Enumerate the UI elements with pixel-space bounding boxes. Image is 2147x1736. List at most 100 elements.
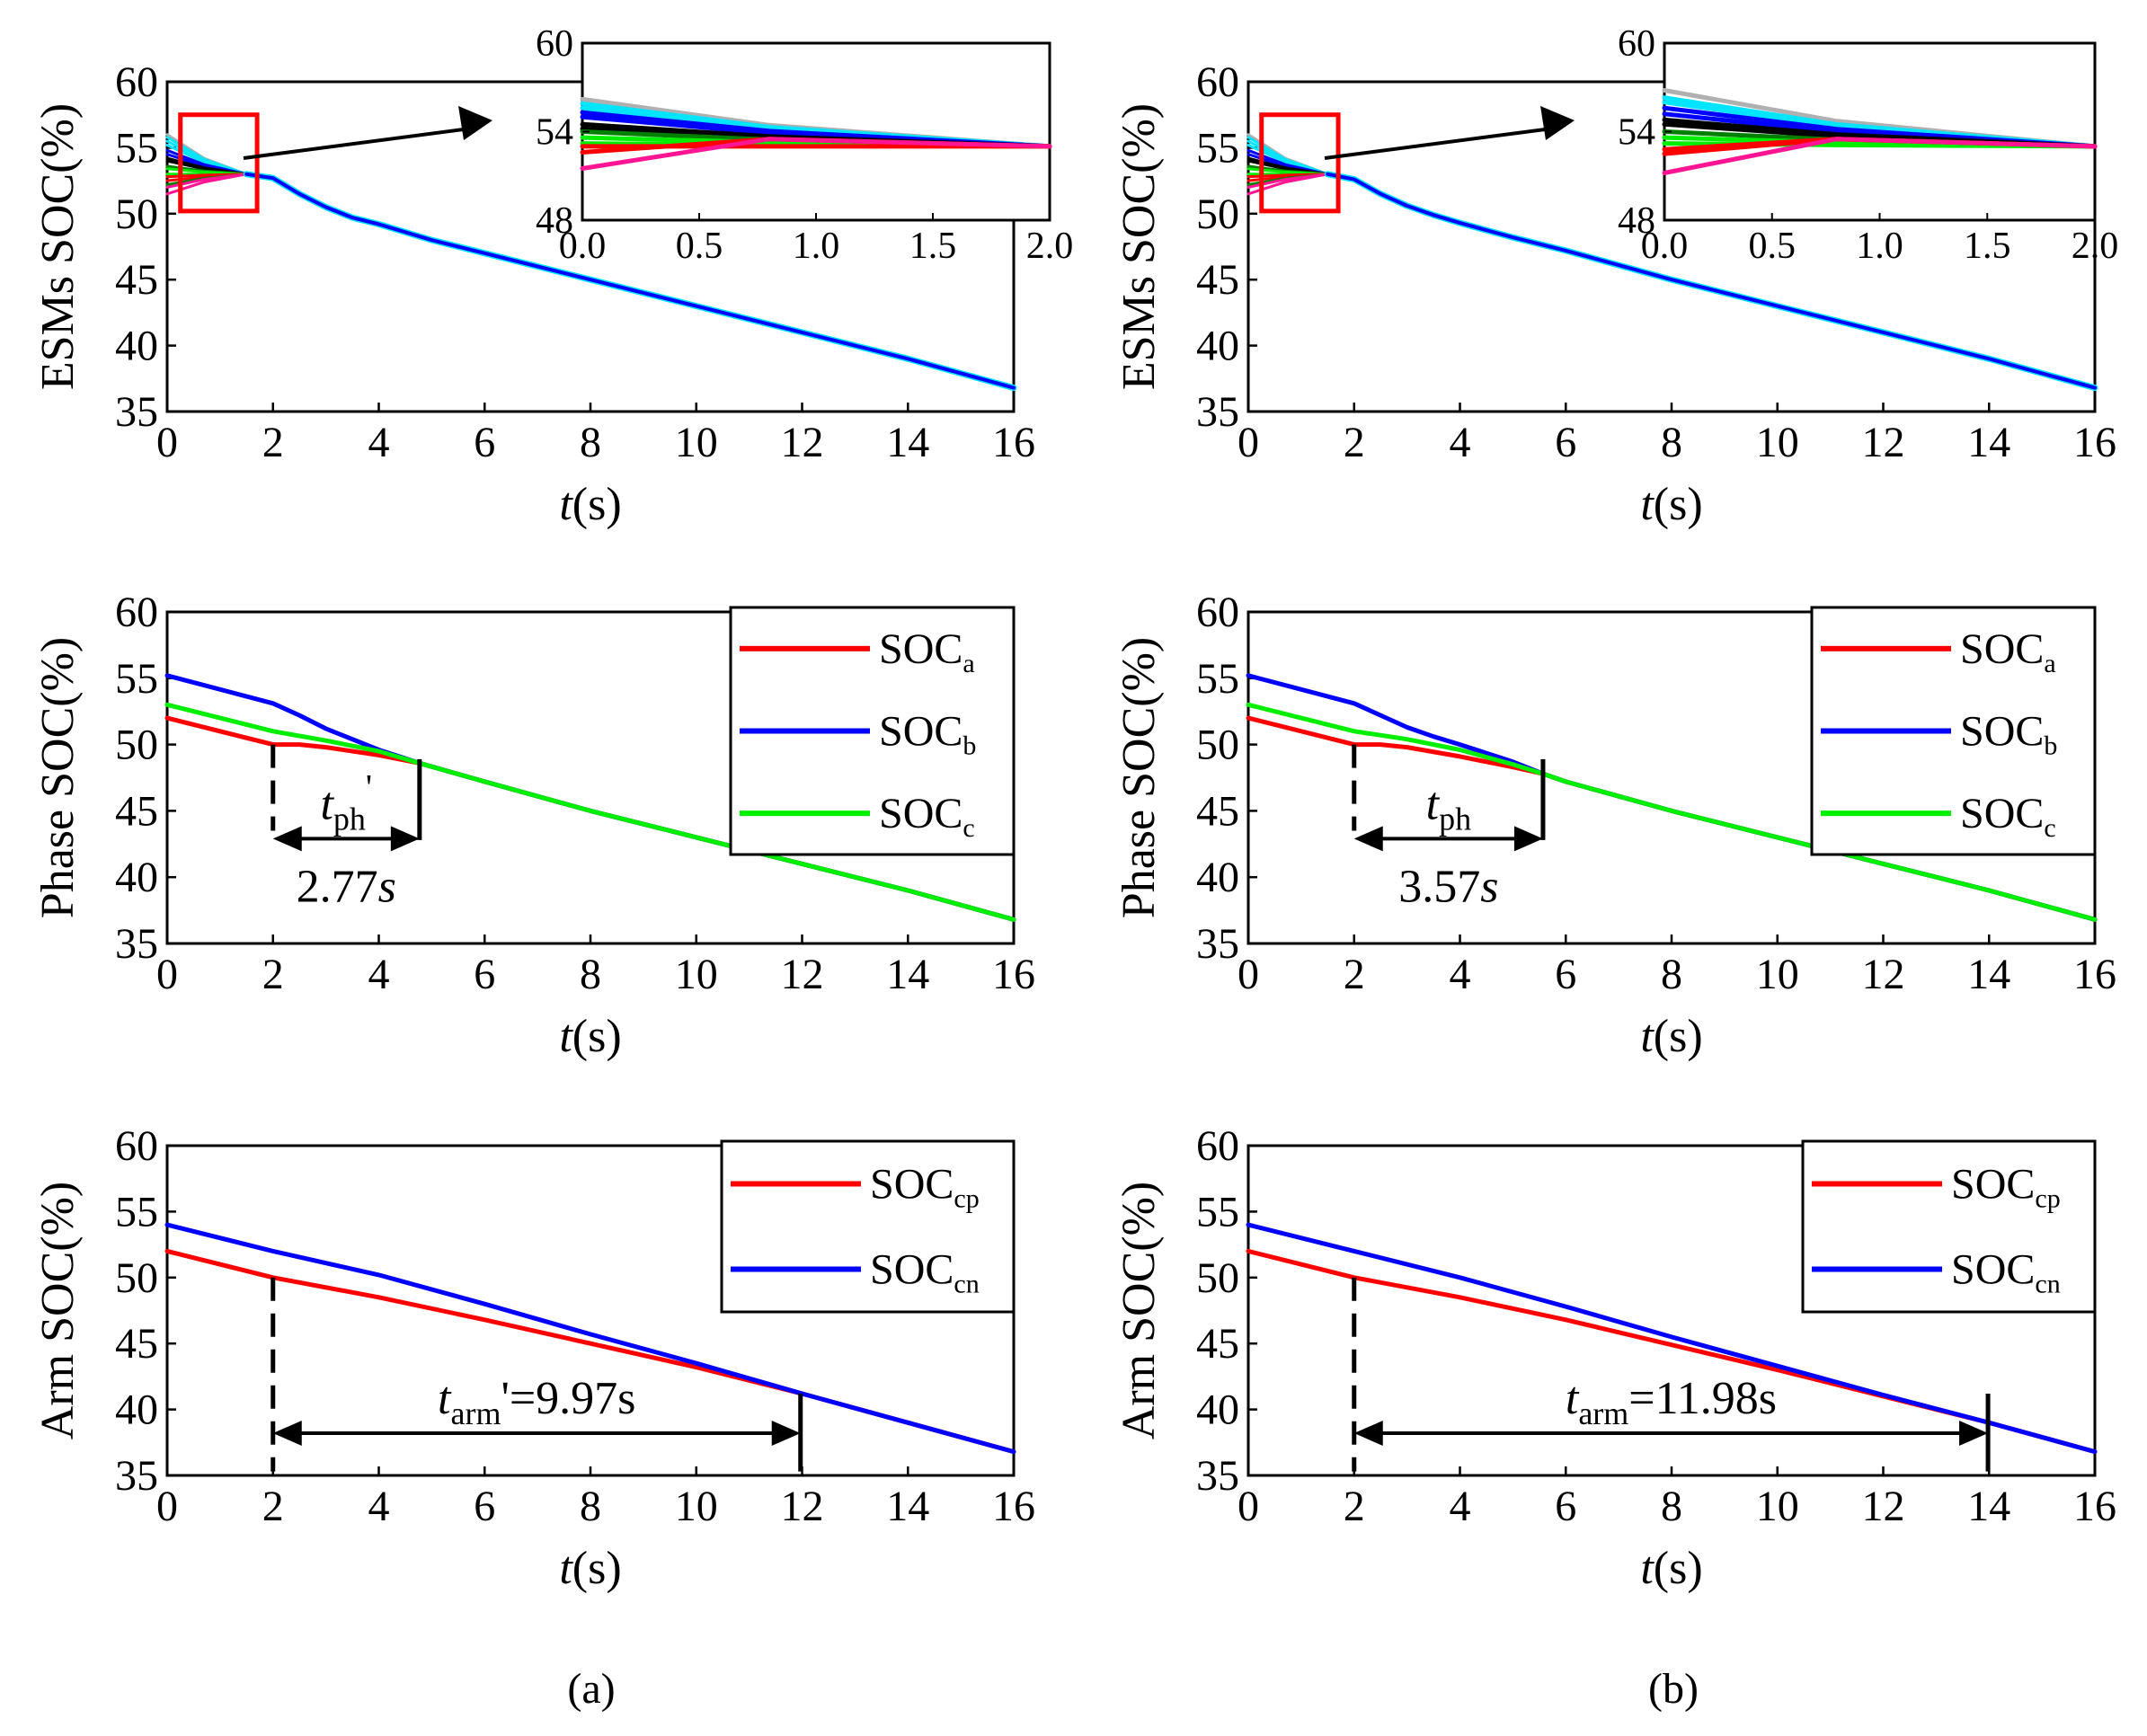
a-phase-ylabel: Phase SOC(%) (32, 637, 84, 918)
caption-a: (a) (567, 1665, 615, 1713)
b-esm-ytick-label: 55 (1196, 124, 1239, 172)
a-phase-ytick-label: 50 (115, 722, 158, 769)
b-phase-arrowhead-left (1353, 826, 1383, 852)
a-esm-inset-xtick-label: 0.5 (676, 226, 723, 267)
a-phase-arrowhead-left (272, 826, 302, 852)
a-esm-inset-xtick-label: 2.0 (1026, 226, 1074, 267)
b-esm-ytick-label: 35 (1196, 388, 1239, 436)
a-phase-legend-label: SOCc (879, 790, 975, 843)
a-arm-tarm-label: tarm'=9.97s (438, 1373, 635, 1431)
a-phase-xtick-label: 0 (156, 951, 178, 998)
a-arm-xtick-label: 14 (886, 1483, 929, 1530)
b-esm-xtick-label: 4 (1450, 419, 1471, 466)
a-phase-ytick-label: 60 (115, 589, 158, 636)
a-phase-ytick-label: 35 (115, 920, 158, 968)
b-esm-xtick-label: 12 (1862, 419, 1905, 466)
b-esm-inset-ytick-label: 48 (1618, 200, 1655, 242)
b-arm-arrowhead-left (1353, 1421, 1383, 1447)
b-esm-ylabel: ESMs SOC(%) (1113, 103, 1165, 390)
b-phase-xtick-label: 16 (2073, 951, 2116, 998)
a-esm-ytick-label: 50 (115, 190, 158, 238)
a-esm-xlabel: t(s) (559, 479, 621, 530)
a-arm-legend-box (720, 1139, 1016, 1314)
a-arm-arrowhead-right (771, 1421, 801, 1447)
a-arm-ytick-label: 45 (115, 1320, 158, 1368)
b-arm-xtick-label: 6 (1555, 1483, 1576, 1530)
b-esm-inset-xtick-label: 1.5 (1964, 226, 2011, 267)
b-arm-ytick-label: 40 (1196, 1386, 1239, 1434)
a-esm-ylabel: ESMs SOC(%) (32, 103, 84, 390)
a-arm-series-SOCcn (164, 1222, 1016, 1455)
a-arm-xtick-label: 12 (781, 1483, 824, 1530)
b-phase-legend-label: SOCc (1960, 790, 2056, 843)
b-phase-arrowhead-right (1513, 826, 1543, 852)
a-esm-inset-ytick-label: 54 (536, 112, 573, 154)
b-phase-ytick-label: 60 (1196, 589, 1239, 636)
b-arm-ytick-label: 45 (1196, 1320, 1239, 1368)
b-phase-legend-label: SOCb (1960, 708, 2057, 761)
b-esm-ytick-label: 40 (1196, 323, 1239, 370)
a-arm-xtick-label: 10 (675, 1483, 718, 1530)
b-phase-ytick-label: 45 (1196, 787, 1239, 835)
a-phase-xtick-label: 14 (886, 951, 929, 998)
a-phase-series-SOCc (164, 702, 1016, 922)
b-arm-xtick-label: 12 (1862, 1483, 1905, 1530)
a-phase-ytick-label: 55 (115, 655, 158, 703)
a-phase-tph-label: tph' (320, 766, 372, 837)
a-esm-ytick-label: 35 (115, 388, 158, 436)
b-arm-xlabel: t(s) (1640, 1543, 1702, 1594)
a-arm-xtick-label: 16 (992, 1483, 1035, 1530)
b-esm-ytick-label: 50 (1196, 190, 1239, 238)
b-arm-ytick-label: 50 (1196, 1254, 1239, 1302)
b-phase-ylabel: Phase SOC(%) (1113, 637, 1165, 918)
b-esm-inset-ytick-label: 54 (1618, 112, 1655, 154)
a-esm-xtick-label: 16 (992, 419, 1035, 466)
a-phase-tph-value: 2.77s (297, 861, 396, 912)
b-phase-ytick-label: 40 (1196, 854, 1239, 901)
b-esm-xtick-label: 16 (2073, 419, 2116, 466)
a-phase-xtick-label: 10 (675, 951, 718, 998)
b-phase-tph-value: 3.57s (1398, 861, 1498, 912)
a-phase-ytick-label: 45 (115, 787, 158, 835)
b-phase-xtick-label: 10 (1756, 951, 1799, 998)
b-esm-zoom-arrowhead (1540, 106, 1575, 140)
a-arm-xtick-label: 0 (156, 1483, 178, 1530)
a-esm-zoom-rect (178, 112, 260, 214)
b-esm-xtick-label: 6 (1555, 419, 1576, 466)
b-esm-inset-ytick-label: 60 (1618, 23, 1655, 65)
a-esm-converged-blue (244, 172, 1016, 390)
a-arm-xtick-label: 8 (580, 1483, 601, 1530)
b-phase-xtick-label: 4 (1450, 951, 1471, 998)
a-esm-inset-xtick-label: 1.5 (909, 226, 957, 267)
b-phase-xtick-label: 12 (1862, 951, 1905, 998)
b-phase-ytick-label: 35 (1196, 920, 1239, 968)
b-arm-xtick-label: 2 (1344, 1483, 1365, 1530)
a-esm-xtick-label: 12 (781, 419, 824, 466)
b-arm-ytick-label: 35 (1196, 1452, 1239, 1500)
b-esm-xlabel: t(s) (1640, 479, 1702, 530)
a-phase-ytick-label: 40 (115, 854, 158, 901)
b-arm-xtick-label: 16 (2073, 1483, 2116, 1530)
b-esm-xtick-label: 10 (1756, 419, 1799, 466)
annotations-layer: tph' 2.77s tph 3.57s tarm'=9.97s tarm=11.98s (271, 744, 1991, 1472)
a-esm-inset-ytick-label: 60 (536, 23, 573, 65)
b-phase-xtick-label: 2 (1344, 951, 1365, 998)
b-esm-inset-xtick-label: 0.5 (1749, 226, 1797, 267)
a-esm-xtick-label: 10 (675, 419, 718, 466)
b-arm-ylabel: Arm SOC(%) (1113, 1182, 1165, 1439)
b-arm-arrowhead-right (1959, 1421, 1989, 1447)
b-esm-inset-trace (1662, 137, 2098, 175)
b-esm-xtick-label: 8 (1661, 419, 1682, 466)
a-esm-zoom-arrow (243, 127, 471, 160)
b-phase-xtick-label: 14 (1967, 951, 2010, 998)
a-phase-arrowhead-right (390, 826, 420, 852)
b-arm-ytick-label: 60 (1196, 1122, 1239, 1170)
caption-b: (b) (1648, 1665, 1699, 1713)
b-esm-xtick-label: 0 (1238, 419, 1259, 466)
a-esm-inset-xtick-label: 1.0 (793, 226, 840, 267)
b-phase-ytick-label: 55 (1196, 655, 1239, 703)
a-esm-xtick-label: 0 (156, 419, 178, 466)
a-esm-ytick-label: 60 (115, 58, 158, 106)
